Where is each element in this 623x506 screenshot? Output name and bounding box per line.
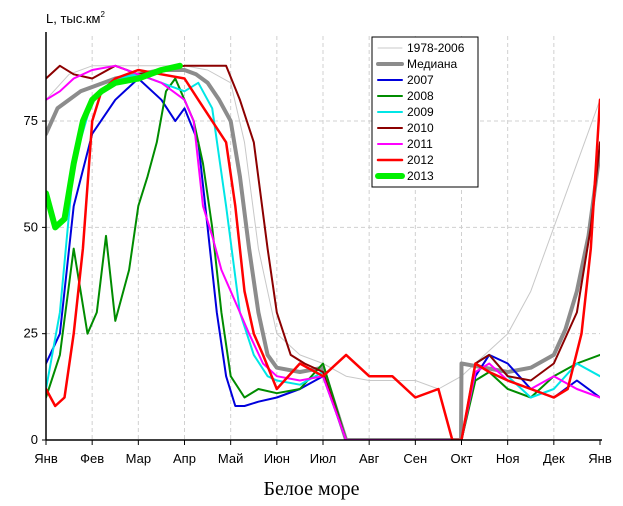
legend-label: 2009	[407, 105, 434, 119]
x-tick-label: Мар	[126, 451, 151, 466]
y-axis-label: L, тыс.км2	[46, 10, 106, 26]
series-layer	[46, 62, 600, 440]
x-tick-label: Дек	[543, 451, 565, 466]
legend: 1978-2006 Медиана 2007 2008 2009 2010 2011 2012…	[371, 36, 479, 188]
legend-label: 2010	[407, 121, 434, 135]
x-tick-label: Июн	[264, 451, 290, 466]
y-tick-label: 25	[24, 326, 38, 341]
y-tick-label: 75	[24, 113, 38, 128]
series-line-5	[46, 64, 600, 440]
x-tick-label: Янв	[588, 451, 612, 466]
x-tick-label: Окт	[451, 451, 473, 466]
legend-label: 2013	[407, 169, 434, 183]
x-tick-label: Сен	[403, 451, 427, 466]
legend-label: 2007	[407, 73, 434, 87]
legend-label: Медиана	[407, 57, 458, 71]
series-line-8	[46, 62, 183, 231]
x-tick-label: Июл	[310, 451, 336, 466]
y-tick-label: 0	[31, 432, 38, 447]
legend-label: 1978-2006	[407, 41, 465, 55]
y-tick-label: 50	[24, 219, 38, 234]
chart-title: Белое море	[263, 478, 360, 500]
grid	[46, 36, 600, 440]
x-tick-label: Май	[218, 451, 243, 466]
x-tick-label: Фев	[80, 451, 104, 466]
x-tick-label: Апр	[173, 451, 196, 466]
series-line-3	[46, 77, 600, 440]
y-axis-label-text: L, тыс.км	[46, 11, 101, 26]
series-line-2	[46, 77, 600, 440]
legend-label: 2012	[407, 153, 434, 167]
series-line-0	[46, 65, 600, 390]
y-axis-label-superscript: 2	[101, 10, 106, 19]
x-tick-label: Авг	[359, 451, 380, 466]
ticks: 0 25 50 75 Янв Фев Мар Апр Май Июн Июл Авг Сен Окт Ноя…	[24, 113, 612, 466]
x-tick-label: Янв	[34, 451, 58, 466]
legend-label: 2011	[407, 137, 433, 151]
x-tick-label: Ноя	[496, 451, 520, 466]
legend-label: 2008	[407, 89, 434, 103]
